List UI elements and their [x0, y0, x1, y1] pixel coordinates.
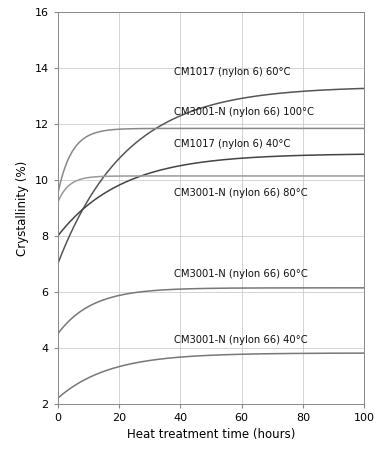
X-axis label: Heat treatment time (hours): Heat treatment time (hours) [127, 429, 295, 442]
Text: CM3001-N (nylon 66) 100°C: CM3001-N (nylon 66) 100°C [174, 106, 314, 117]
Y-axis label: Crystallinity (%): Crystallinity (%) [16, 161, 29, 256]
Text: CM1017 (nylon 6) 40°C: CM1017 (nylon 6) 40°C [174, 139, 291, 149]
Text: CM3001-N (nylon 66) 80°C: CM3001-N (nylon 66) 80°C [174, 188, 308, 198]
Text: CM3001-N (nylon 66) 40°C: CM3001-N (nylon 66) 40°C [174, 335, 308, 345]
Text: CM1017 (nylon 6) 60°C: CM1017 (nylon 6) 60°C [174, 67, 291, 78]
Text: CM3001-N (nylon 66) 60°C: CM3001-N (nylon 66) 60°C [174, 269, 308, 279]
